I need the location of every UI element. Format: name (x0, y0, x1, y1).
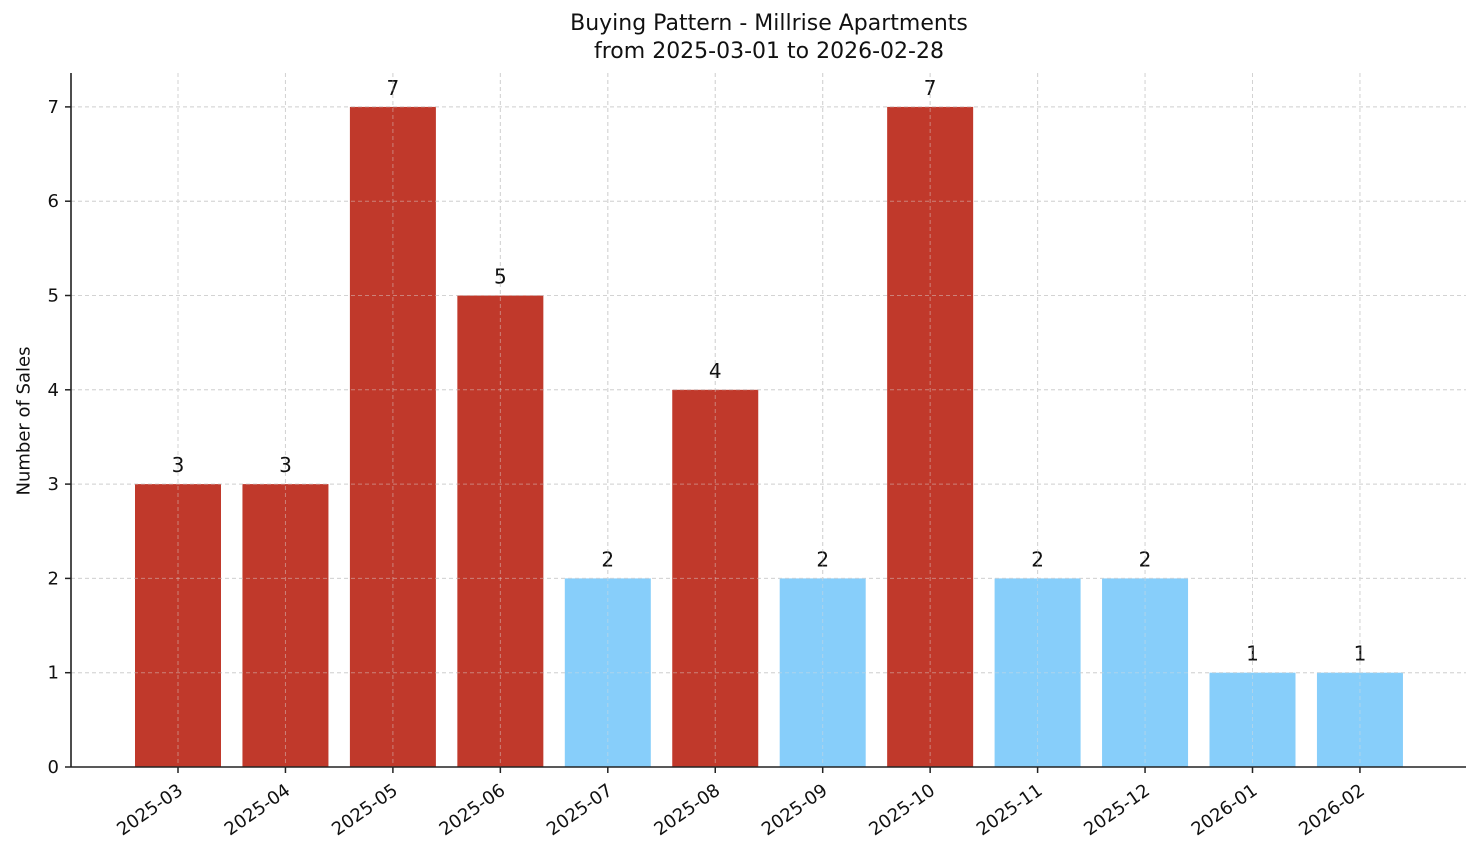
bar-value-label: 2 (1031, 547, 1044, 571)
y-tick-label: 7 (48, 97, 59, 118)
bar-value-label: 7 (924, 76, 937, 100)
x-tick-label: 2025-06 (436, 780, 510, 840)
x-tick-label: 2025-10 (865, 780, 939, 840)
y-tick-label: 1 (48, 663, 59, 684)
bar-value-label: 3 (172, 453, 185, 477)
y-tick-label: 4 (48, 380, 59, 401)
bar-2025-10 (887, 106, 974, 767)
bar-value-label: 5 (494, 265, 507, 289)
y-tick-label: 3 (48, 474, 59, 495)
bar-2025-03 (135, 484, 221, 767)
x-tick-label: 2026-01 (1188, 780, 1262, 840)
x-tick-label: 2026-02 (1295, 780, 1369, 840)
bar-2025-07 (564, 578, 651, 767)
x-tick-label: 2025-05 (328, 780, 402, 840)
chart-title-line1: Buying Pattern - Millrise Apartments (570, 11, 968, 36)
bar-value-label: 3 (279, 453, 292, 477)
bar-value-label: 2 (816, 547, 829, 571)
bar-2025-05 (349, 106, 436, 767)
chart-title: Buying Pattern - Millrise Apartments fro… (0, 10, 1481, 66)
x-tick-label: 2025-12 (1080, 780, 1154, 840)
x-tick-label: 2025-09 (758, 780, 832, 840)
bar-2025-11 (994, 578, 1081, 767)
bar-value-label: 1 (1246, 642, 1259, 666)
bar-value-label: 1 (1354, 642, 1367, 666)
bar-2025-04 (242, 484, 329, 767)
x-tick-label: 2025-08 (650, 780, 724, 840)
bar-value-label: 4 (709, 359, 722, 383)
y-tick-label: 0 (48, 757, 59, 778)
bar-2025-06 (457, 295, 544, 767)
chart-title-line2: from 2025-03-01 to 2026-02-28 (594, 39, 944, 64)
bar-2025-08 (672, 389, 759, 767)
bar-value-label: 7 (387, 76, 400, 100)
y-tick-label: 5 (48, 286, 59, 307)
bar-value-label: 2 (1139, 547, 1152, 571)
x-tick-label: 2025-04 (221, 780, 295, 840)
x-tick-label: 2025-03 (113, 780, 187, 840)
x-tick-label: 2025-07 (543, 780, 617, 840)
bar-2026-01 (1209, 672, 1296, 767)
x-tick-label: 2025-11 (973, 780, 1047, 840)
bar-2026-02 (1316, 672, 1403, 767)
bar-value-label: 2 (601, 547, 614, 571)
y-tick-label: 2 (48, 568, 59, 589)
y-tick-label: 6 (48, 191, 59, 212)
bar-2025-09 (779, 578, 866, 767)
bar-2025-12 (1102, 578, 1189, 767)
